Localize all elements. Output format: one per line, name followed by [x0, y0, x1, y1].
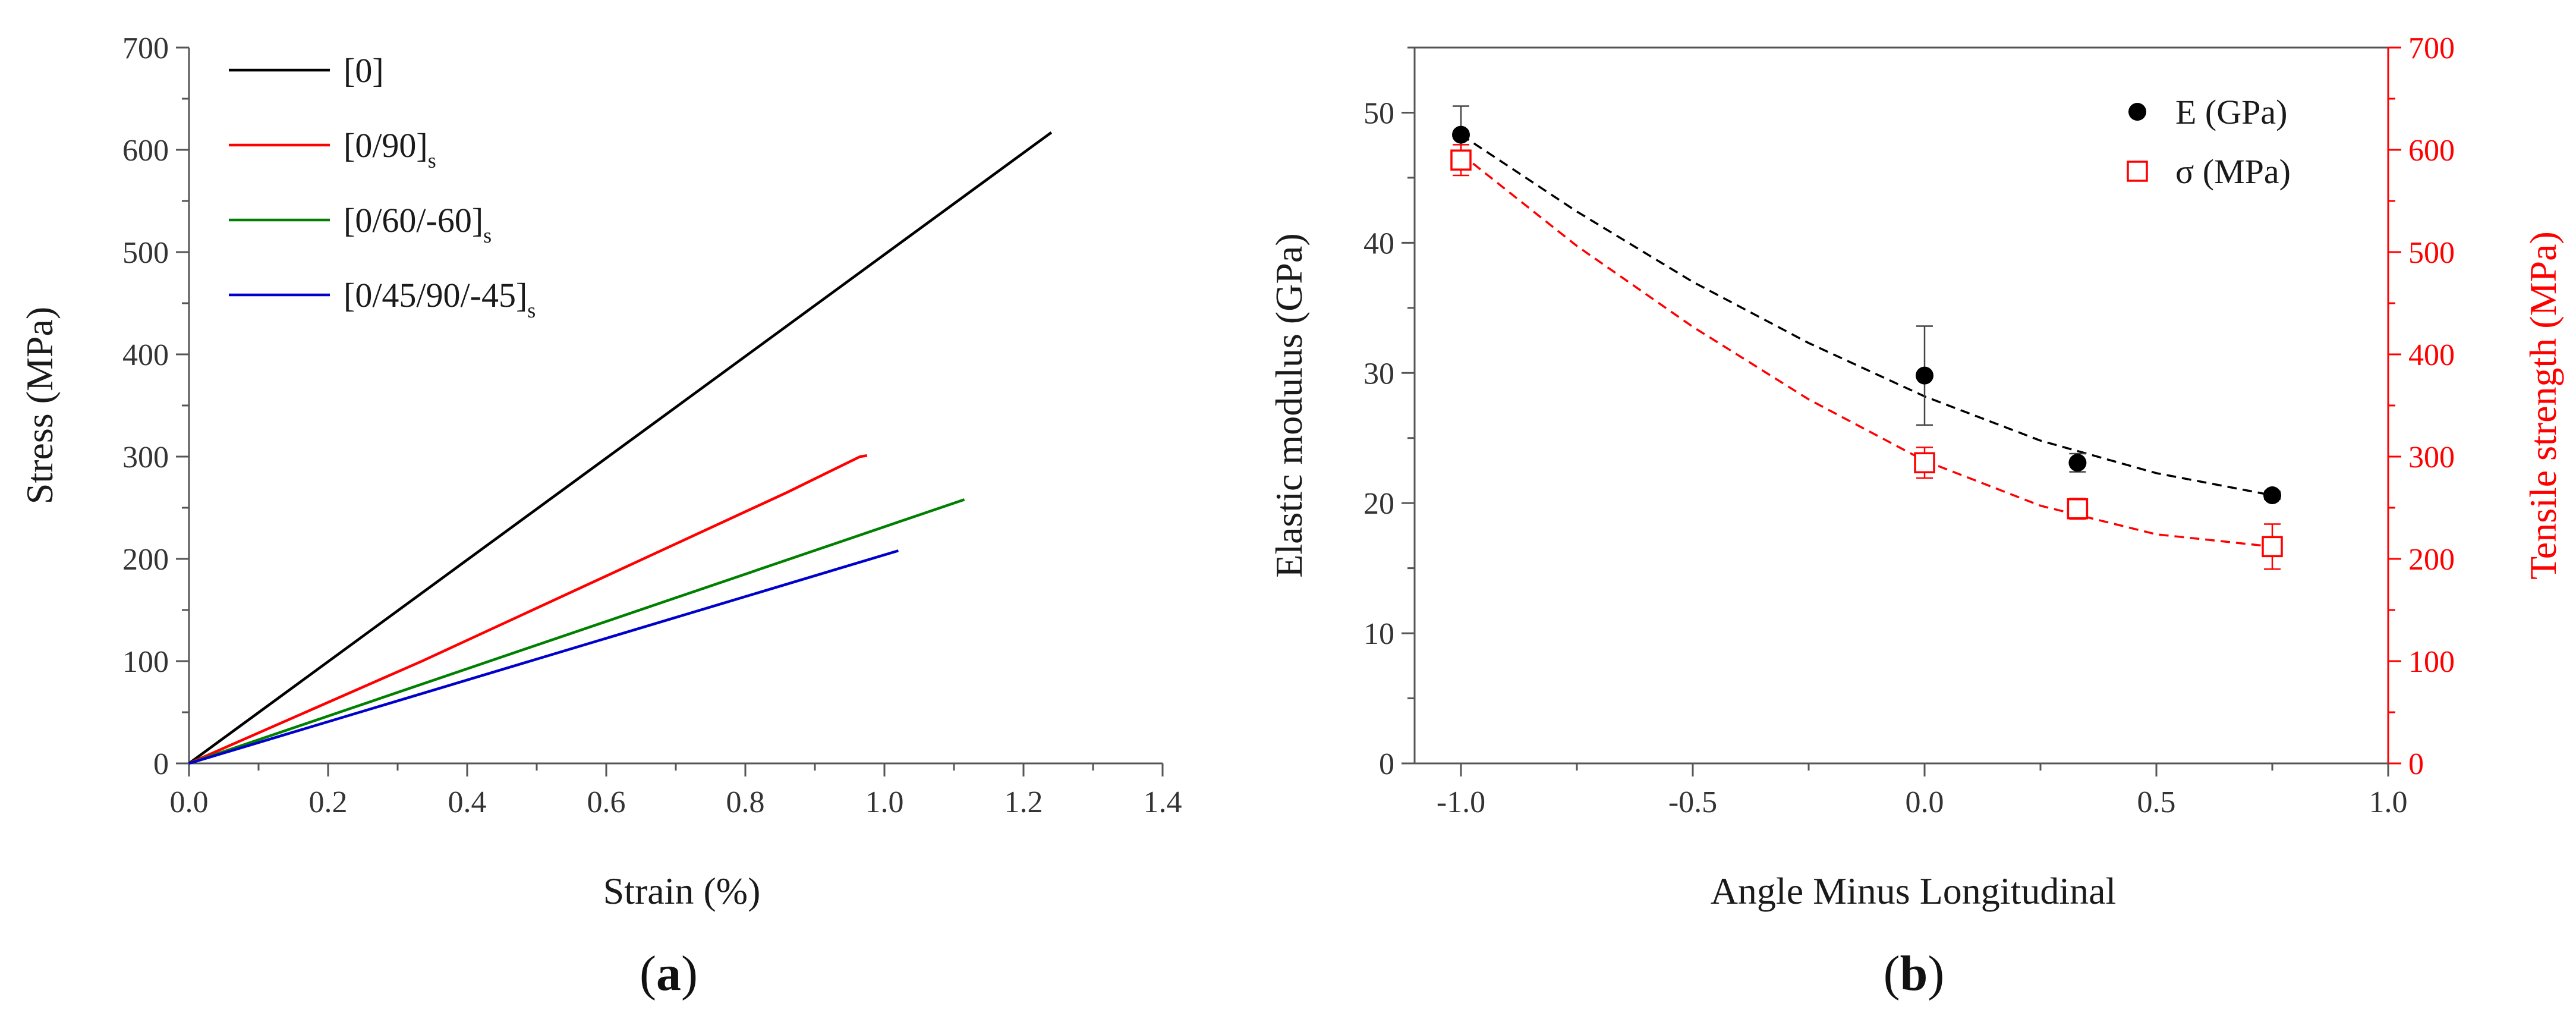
y-axis-title-right: Tensile strength (MPa)	[2522, 231, 2564, 580]
legend-marker-0	[2128, 103, 2146, 121]
x-tick-label: 0.2	[309, 785, 348, 819]
panel-label-paren: (	[1884, 946, 1900, 1001]
y-tick-label-right: 200	[2408, 543, 2455, 577]
y-tick-label: 600	[122, 134, 169, 168]
x-tick-label: -0.5	[1668, 785, 1717, 819]
y-axis-title: Stress (MPa)	[18, 307, 61, 504]
y-tick-label-right: 600	[2408, 134, 2455, 168]
legend-label-main: [0/45/90/-45]	[344, 276, 527, 315]
x-tick-label: 0.0	[170, 785, 209, 819]
y-tick-label-right: 500	[2408, 236, 2455, 270]
y-tick-label: 100	[122, 645, 169, 679]
y-tick-label-right: 700	[2408, 32, 2455, 65]
legend-label-1: σ (MPa)	[2175, 152, 2291, 191]
fit-curve-1	[1460, 153, 2273, 548]
legend-marker-1	[2127, 161, 2148, 182]
data-point-strength	[2067, 498, 2089, 520]
x-tick-label: -1.0	[1437, 785, 1485, 819]
legend-label-0: [0]	[344, 51, 384, 90]
y-tick-label-right: 300	[2408, 441, 2455, 474]
data-point-modulus	[2068, 454, 2087, 472]
x-tick-label: 0.6	[587, 785, 626, 819]
y-tick-label-left: 30	[1363, 357, 1394, 391]
legend-label-subscript: s	[527, 298, 536, 322]
y-tick-label-right: 100	[2408, 645, 2455, 679]
y-tick-label-left: 10	[1363, 617, 1394, 651]
x-tick-label: 0.8	[726, 785, 765, 819]
y-tick-label-right: 0	[2408, 747, 2424, 781]
legend-label-0: E (GPa)	[2175, 93, 2287, 131]
data-point-modulus	[2263, 486, 2281, 505]
panel-label-paren: )	[1928, 946, 1944, 1001]
y-tick-label-left: 0	[1379, 747, 1394, 781]
x-axis-title: Strain (%)	[603, 870, 761, 912]
legend-label-subscript: s	[483, 224, 492, 247]
legend-label-2: [0/60/-60]s	[344, 201, 492, 247]
legend-label-main: [0/90]	[344, 126, 428, 165]
y-tick-label-left: 20	[1363, 487, 1394, 521]
x-tick-label: 1.0	[2369, 785, 2408, 819]
x-tick-label: 0.0	[1906, 785, 1944, 819]
fit-curve-0	[1460, 134, 2273, 496]
y-tick-label: 0	[153, 747, 169, 781]
x-tick-label: 1.2	[1004, 785, 1043, 819]
y-tick-label: 400	[122, 338, 169, 372]
legend-label-main: [0]	[344, 51, 384, 90]
data-point-strength	[1450, 149, 1472, 171]
x-tick-label: 0.5	[2137, 785, 2176, 819]
panel-label-letter: a	[656, 946, 681, 1001]
y-tick-label-left: 50	[1363, 96, 1394, 130]
y-tick-label: 700	[122, 32, 169, 65]
series-line-2	[188, 498, 965, 765]
data-point-strength	[2262, 536, 2283, 558]
legend-label-3: [0/45/90/-45]s	[344, 276, 536, 322]
data-point-strength	[1914, 452, 1935, 474]
y-tick-label: 500	[122, 236, 169, 270]
panel-label-a: (a)	[640, 946, 698, 1001]
x-tick-label: 0.4	[448, 785, 487, 819]
series-line-0	[188, 131, 1053, 765]
panel-label-paren: (	[640, 946, 656, 1001]
x-axis-title: Angle Minus Longitudinal	[1711, 870, 2117, 912]
legend-label-main: [0/60/-60]	[344, 201, 483, 240]
x-tick-label: 1.0	[865, 785, 904, 819]
legend-label-1: [0/90]s	[344, 126, 436, 172]
y-tick-label-left: 40	[1363, 227, 1394, 260]
panel-label-paren: )	[681, 946, 698, 1001]
panel-label-letter: b	[1900, 946, 1928, 1001]
data-point-modulus	[1452, 125, 1470, 144]
y-axis-title-left: Elastic modulus (GPa)	[1268, 233, 1310, 577]
x-tick-label: 1.4	[1144, 785, 1182, 819]
panel-label-b: (b)	[1884, 946, 1945, 1001]
panel-a-stress-strain-chart: 0 100 200 300 400 500 600 700 0.0 0.2 0.4 0.6 0.8 1.0…	[18, 32, 1182, 1001]
data-point-modulus	[1916, 366, 1933, 385]
y-tick-label: 200	[122, 543, 169, 577]
series-line-3	[188, 549, 899, 765]
y-tick-label: 300	[122, 441, 169, 474]
legend-label-subscript: s	[428, 149, 436, 172]
series-line-1	[188, 454, 868, 765]
y-tick-label-right: 400	[2408, 338, 2455, 372]
